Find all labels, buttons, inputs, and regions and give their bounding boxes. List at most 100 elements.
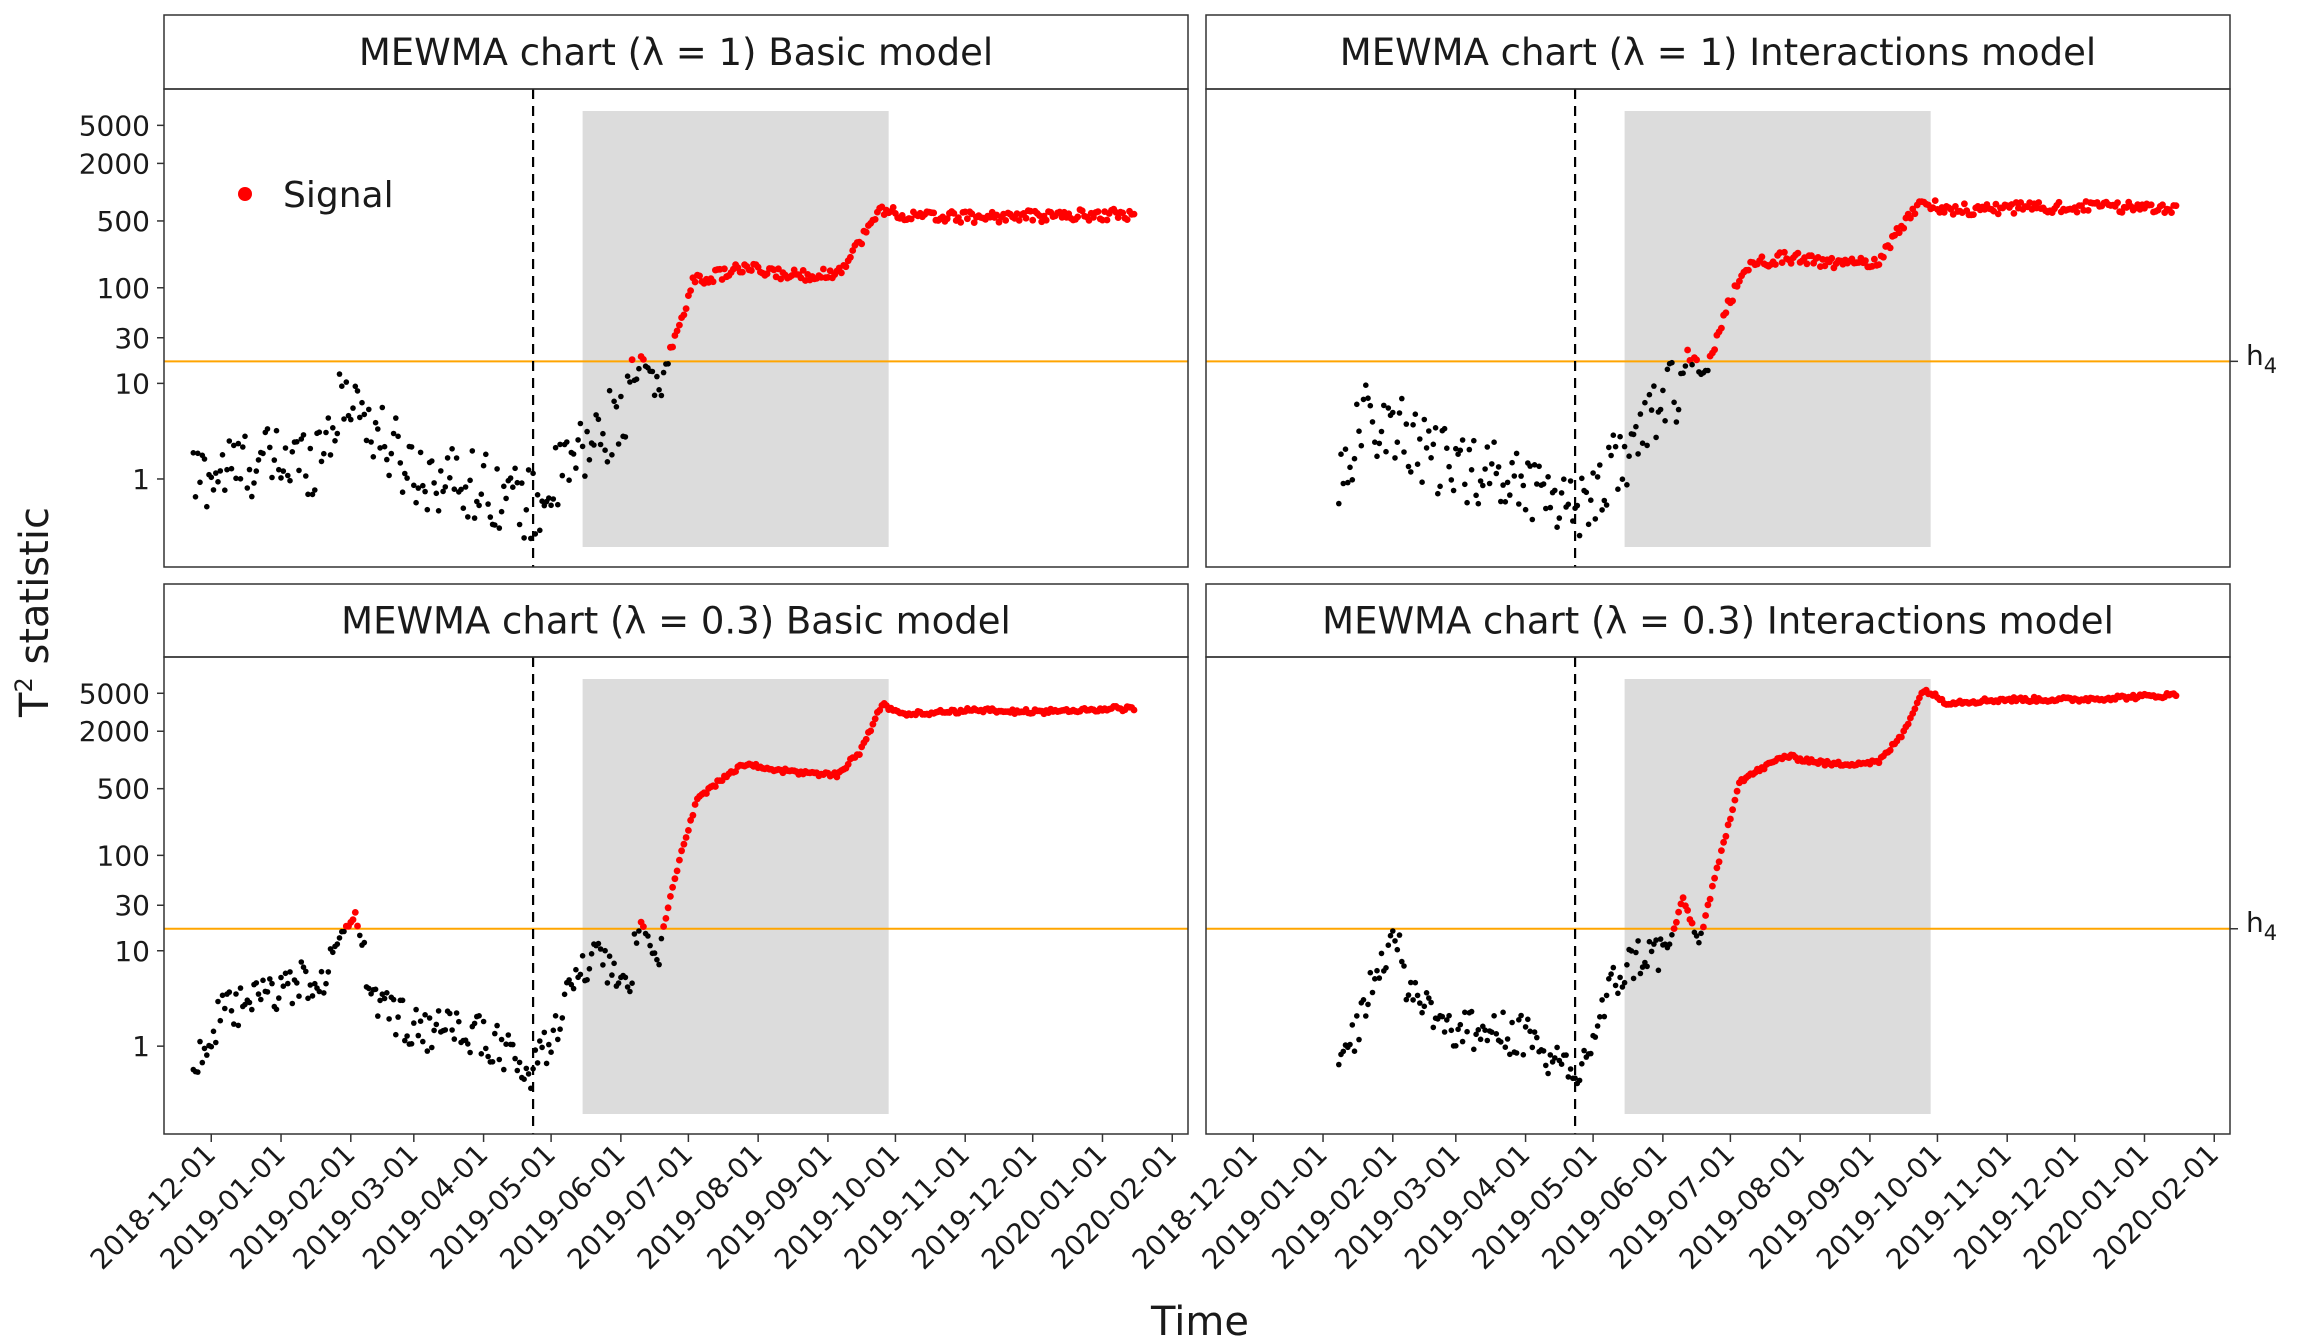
data-point xyxy=(1531,1029,1538,1035)
data-point xyxy=(242,1001,248,1008)
data-point xyxy=(1624,962,1630,968)
data-point xyxy=(433,1021,440,1028)
data-point xyxy=(1522,506,1529,513)
signal-point xyxy=(1758,253,1766,261)
signal-point xyxy=(1907,214,1914,222)
data-point xyxy=(1680,370,1686,377)
signal-point xyxy=(1711,874,1718,882)
data-point xyxy=(496,1056,503,1063)
signal-point xyxy=(820,265,827,273)
panel-4-title: MEWMA chart (λ = 0.3) Interactions model xyxy=(1322,600,2114,643)
panel-1-shaded-period xyxy=(582,111,889,547)
data-point xyxy=(1473,1031,1479,1038)
data-point xyxy=(1405,992,1412,998)
data-point xyxy=(1651,383,1657,389)
data-point xyxy=(1410,997,1416,1003)
signal-point xyxy=(867,727,875,735)
data-point xyxy=(368,439,374,445)
data-point xyxy=(624,984,631,990)
data-point xyxy=(1705,367,1711,374)
data-point xyxy=(548,1049,554,1055)
y-tick-label: 100 xyxy=(97,272,150,305)
data-point xyxy=(1414,992,1421,999)
data-point xyxy=(451,1036,458,1042)
data-point xyxy=(1585,521,1592,528)
data-point xyxy=(1338,451,1344,458)
data-point xyxy=(539,1044,545,1051)
data-point xyxy=(1383,965,1389,971)
data-point xyxy=(210,487,217,493)
data-point xyxy=(595,416,602,423)
data-point xyxy=(1414,461,1421,468)
data-point xyxy=(280,468,287,474)
data-point xyxy=(1356,1036,1362,1043)
data-point xyxy=(1410,422,1416,428)
data-point xyxy=(573,966,579,973)
data-point xyxy=(1498,498,1504,505)
data-point xyxy=(1601,497,1608,504)
data-point xyxy=(1617,974,1623,981)
signal-point xyxy=(1015,217,1023,224)
data-point xyxy=(386,1016,392,1022)
y-tick-label: 100 xyxy=(97,839,150,872)
data-point xyxy=(309,993,316,999)
data-point xyxy=(350,405,356,411)
data-point xyxy=(501,483,507,490)
data-point xyxy=(579,443,586,450)
data-point xyxy=(1509,1019,1515,1026)
data-point xyxy=(321,990,327,996)
signal-point xyxy=(1724,821,1732,829)
data-point xyxy=(431,480,437,486)
data-point xyxy=(1453,1043,1459,1049)
data-point xyxy=(1610,964,1617,971)
data-point xyxy=(285,472,291,479)
signal-point xyxy=(1931,197,1939,205)
data-point xyxy=(228,1008,235,1014)
y-axis-title-superscript: 2 xyxy=(10,677,38,692)
data-point xyxy=(1477,478,1484,484)
data-point xyxy=(1468,1008,1475,1015)
data-point xyxy=(1493,1031,1500,1037)
data-point xyxy=(1347,464,1353,471)
data-point xyxy=(204,503,210,510)
data-point xyxy=(1412,979,1419,986)
data-point xyxy=(276,995,282,1001)
data-point xyxy=(1475,1027,1482,1033)
data-point xyxy=(1457,1021,1464,1028)
data-point xyxy=(1518,473,1524,479)
signal-point xyxy=(1722,832,1730,840)
signal-point xyxy=(970,219,978,227)
data-point xyxy=(1594,1023,1601,1029)
data-point xyxy=(453,1010,460,1016)
data-point xyxy=(1399,958,1405,965)
signal-point xyxy=(676,321,683,329)
signal-point xyxy=(1693,356,1700,364)
data-point xyxy=(525,1071,532,1077)
data-point xyxy=(343,379,350,385)
data-point xyxy=(1693,933,1700,939)
data-point xyxy=(1372,976,1378,982)
y-tick-label: 5000 xyxy=(79,677,150,710)
panel-4-series xyxy=(1336,686,2180,1087)
data-point xyxy=(1599,507,1605,513)
data-point xyxy=(577,971,584,978)
data-point xyxy=(1394,439,1401,446)
data-point xyxy=(465,1041,471,1047)
data-point xyxy=(325,969,332,975)
data-point xyxy=(476,502,482,509)
signal-point xyxy=(862,228,870,236)
data-point xyxy=(233,991,239,997)
data-point xyxy=(269,980,275,987)
data-point xyxy=(1583,489,1590,496)
panel-3-strip xyxy=(163,583,1189,658)
data-point xyxy=(402,470,408,477)
data-point xyxy=(1450,487,1457,494)
data-point xyxy=(415,485,422,491)
data-point xyxy=(456,1018,462,1025)
data-point xyxy=(341,416,347,422)
panel-3-border xyxy=(163,656,1189,1135)
data-point xyxy=(570,451,577,457)
data-point xyxy=(246,466,253,473)
data-point xyxy=(1340,480,1347,487)
data-point xyxy=(330,949,336,956)
